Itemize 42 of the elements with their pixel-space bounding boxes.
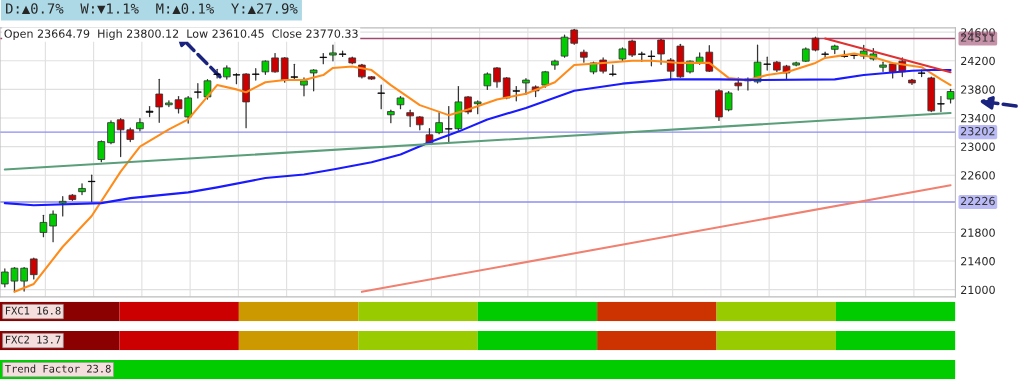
candlestick (406, 109, 414, 128)
text: FXC1 16.8 (5, 306, 61, 315)
candlestick (937, 95, 945, 113)
candlestick (580, 49, 588, 63)
candlestick (377, 84, 385, 110)
candlestick (271, 52, 279, 73)
candlestick (78, 183, 86, 196)
candlestick (29, 257, 38, 280)
candlestick (493, 66, 501, 88)
chart-title: D:▲0.7% W:▼1.1% M:▲0.1% Y:▲27.9% (6, 3, 298, 15)
candlestick (280, 56, 289, 83)
candlestick (435, 112, 443, 135)
candlestick (329, 44, 337, 62)
y-tick-label: 23800 (961, 85, 995, 94)
candlestick (724, 90, 733, 112)
y-tick-label: 23000 (961, 142, 995, 151)
candlestick (203, 79, 212, 100)
candlestick (309, 69, 318, 92)
candlestick (850, 52, 858, 60)
y-tick-label: 22600 (961, 171, 995, 180)
candlestick (49, 210, 57, 243)
text: FXC2 13.7 (5, 335, 61, 344)
y-tick-label: 21000 (961, 285, 995, 295)
candlestick (87, 174, 96, 203)
y-tick-label: 23400 (961, 113, 995, 123)
candlestick (879, 61, 887, 73)
candlestick (107, 120, 115, 145)
ref-line-label: 22226 (960, 196, 995, 206)
text: Trend Factor 23.8 (5, 364, 111, 373)
annotation: Open 23664.79 High 23800.12 Low 23610.45 Close 23770.33 (4, 29, 358, 40)
y-tick-label: 24200 (961, 56, 995, 66)
line-series (13, 52, 952, 293)
ref-line-label: 23202 (960, 126, 995, 136)
y-tick-label: 21800 (961, 228, 995, 237)
candlestick (155, 78, 164, 123)
y-tick-label: 21400 (961, 257, 995, 266)
candlestick (522, 78, 530, 96)
candlestick (165, 100, 173, 108)
candlestick (97, 140, 106, 163)
candlestick (300, 77, 308, 97)
candlestick (657, 38, 665, 65)
candlestick (39, 214, 48, 238)
